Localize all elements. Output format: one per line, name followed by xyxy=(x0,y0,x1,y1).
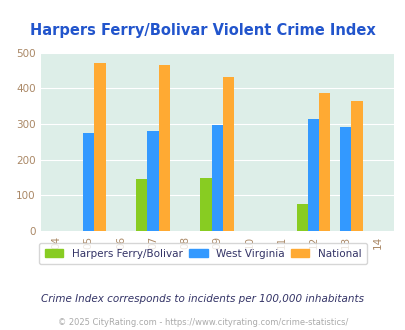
Bar xyxy=(222,77,234,231)
Bar xyxy=(147,131,158,231)
Bar xyxy=(211,125,222,231)
Text: Harpers Ferry/Bolivar Violent Crime Index: Harpers Ferry/Bolivar Violent Crime Inde… xyxy=(30,23,375,38)
Text: Crime Index corresponds to incidents per 100,000 inhabitants: Crime Index corresponds to incidents per… xyxy=(41,294,364,304)
Bar xyxy=(339,127,350,231)
Text: © 2025 CityRating.com - https://www.cityrating.com/crime-statistics/: © 2025 CityRating.com - https://www.city… xyxy=(58,318,347,327)
Legend: Harpers Ferry/Bolivar, West Virginia, National: Harpers Ferry/Bolivar, West Virginia, Na… xyxy=(39,243,366,264)
Bar xyxy=(296,204,307,231)
Bar xyxy=(94,63,105,231)
Bar xyxy=(307,119,318,231)
Bar xyxy=(158,65,169,231)
Bar xyxy=(200,178,211,231)
Bar xyxy=(136,179,147,231)
Bar xyxy=(83,133,94,231)
Bar xyxy=(318,93,330,231)
Bar xyxy=(350,101,362,231)
